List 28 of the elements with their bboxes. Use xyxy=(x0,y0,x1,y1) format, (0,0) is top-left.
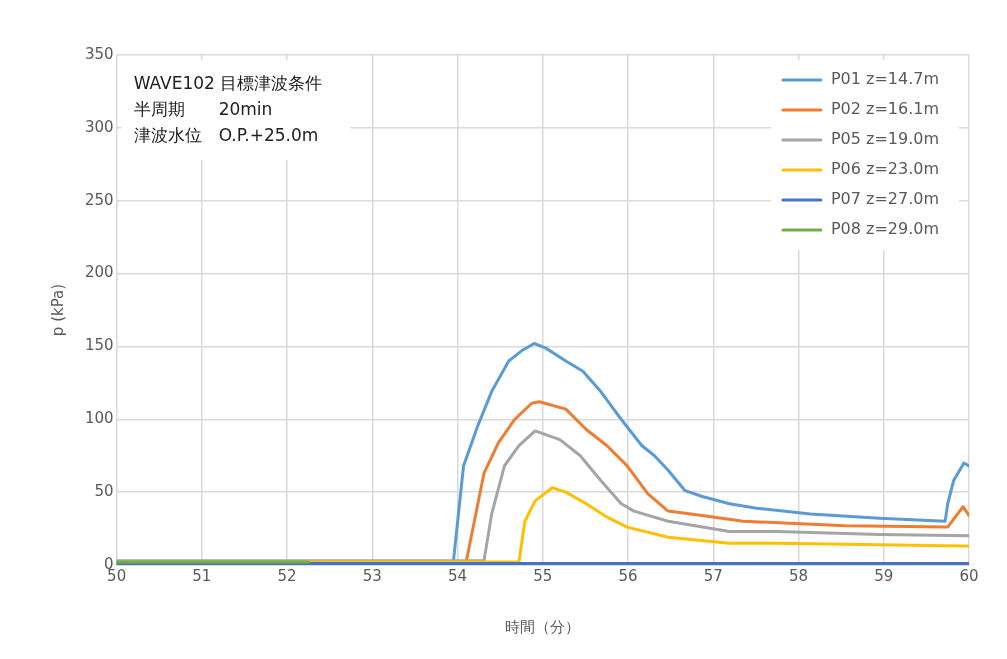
x-tick-label: 56 xyxy=(618,566,638,585)
y-tick-label: 250 xyxy=(84,190,114,209)
y-tick-label: 300 xyxy=(84,117,114,136)
x-tick-label: 58 xyxy=(788,566,809,585)
y-tick-label: 200 xyxy=(84,263,114,282)
annotation: 津波水位 O.P.+25.0m xyxy=(133,125,319,146)
y-axis-title: p (kPa) xyxy=(48,283,67,337)
legend-label: P06 z=23.0m xyxy=(830,159,939,179)
x-axis-title: 時間（分） xyxy=(505,617,581,636)
legend-label: P05 z=19.0m xyxy=(830,129,939,149)
annotation: 半周期 20min xyxy=(133,99,273,120)
x-tick-label: 59 xyxy=(874,566,894,585)
x-tick-label: 55 xyxy=(533,566,553,585)
x-tick-label: 52 xyxy=(277,566,297,585)
annotation: WAVE102 目標津波条件 xyxy=(133,73,323,94)
x-tick-label: 60 xyxy=(959,566,979,585)
legend-label: P01 z=14.7m xyxy=(830,69,939,89)
legend-label: P08 z=29.0m xyxy=(830,219,939,239)
legend-label: P07 z=27.0m xyxy=(830,189,939,209)
y-tick-label: 100 xyxy=(84,409,114,428)
x-tick-label: 53 xyxy=(362,566,382,585)
y-tick-label: 350 xyxy=(84,44,114,63)
x-tick-label: 51 xyxy=(192,566,212,585)
y-tick-label: 150 xyxy=(84,336,114,355)
legend-label: P02 z=16.1m xyxy=(830,99,939,119)
x-tick-label: 54 xyxy=(448,566,468,585)
y-tick-label: 50 xyxy=(94,482,114,501)
x-tick-label: 57 xyxy=(703,566,723,585)
